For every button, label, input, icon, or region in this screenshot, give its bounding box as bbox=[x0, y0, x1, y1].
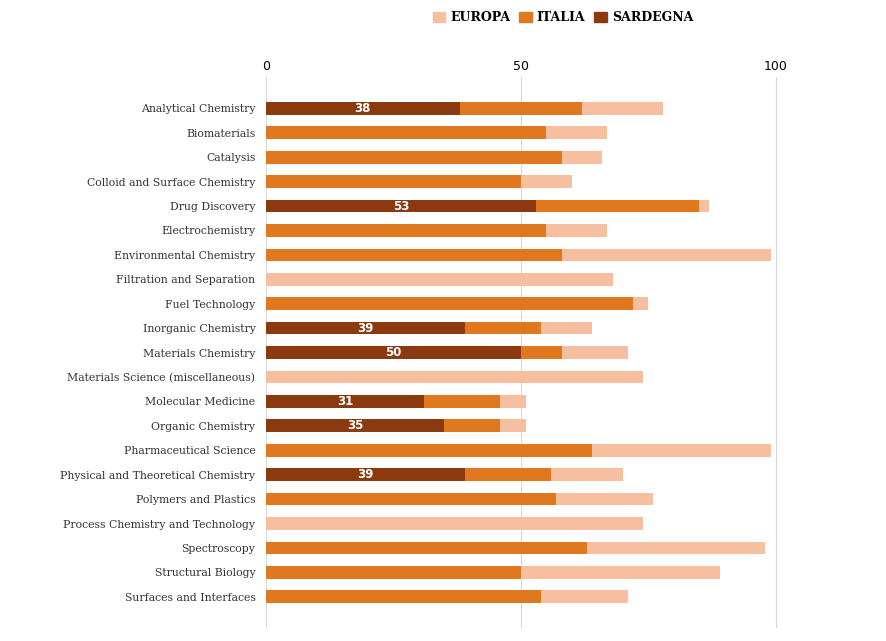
Bar bbox=[266, 151, 562, 163]
Bar bbox=[266, 175, 571, 188]
Bar bbox=[266, 542, 587, 554]
Bar bbox=[266, 469, 551, 481]
Bar bbox=[266, 493, 653, 506]
Bar bbox=[266, 199, 710, 212]
Bar bbox=[266, 395, 424, 408]
Legend: EUROPA, ITALIA, SARDEGNA: EUROPA, ITALIA, SARDEGNA bbox=[428, 6, 698, 29]
Bar bbox=[266, 224, 608, 237]
Bar bbox=[266, 395, 501, 408]
Bar bbox=[266, 273, 612, 286]
Bar bbox=[266, 395, 525, 408]
Bar bbox=[266, 175, 521, 188]
Bar bbox=[266, 322, 464, 335]
Bar bbox=[266, 102, 664, 115]
Bar bbox=[266, 542, 766, 554]
Text: 38: 38 bbox=[354, 102, 371, 115]
Bar bbox=[266, 249, 771, 262]
Bar bbox=[266, 346, 562, 359]
Bar bbox=[266, 419, 525, 432]
Bar bbox=[266, 297, 633, 310]
Bar bbox=[266, 151, 602, 163]
Bar bbox=[266, 493, 556, 506]
Bar bbox=[266, 126, 608, 139]
Bar bbox=[266, 346, 628, 359]
Text: 39: 39 bbox=[357, 322, 373, 335]
Text: 50: 50 bbox=[385, 346, 401, 359]
Bar bbox=[266, 126, 547, 139]
Bar bbox=[266, 199, 699, 212]
Text: 53: 53 bbox=[392, 199, 409, 213]
Bar bbox=[266, 517, 643, 530]
Bar bbox=[266, 370, 643, 383]
Bar bbox=[266, 590, 628, 603]
Bar bbox=[266, 249, 562, 262]
Bar bbox=[266, 419, 444, 432]
Bar bbox=[266, 199, 536, 212]
Bar bbox=[266, 297, 649, 310]
Text: 35: 35 bbox=[346, 419, 363, 432]
Bar bbox=[266, 322, 541, 335]
Bar bbox=[266, 590, 541, 603]
Bar bbox=[266, 102, 582, 115]
Bar bbox=[266, 444, 771, 456]
Bar bbox=[266, 224, 547, 237]
Bar bbox=[266, 566, 719, 579]
Bar bbox=[266, 566, 521, 579]
Bar bbox=[266, 444, 592, 456]
Bar bbox=[266, 322, 592, 335]
Bar bbox=[266, 419, 501, 432]
Bar bbox=[266, 346, 521, 359]
Bar bbox=[266, 469, 623, 481]
Bar bbox=[266, 102, 460, 115]
Bar bbox=[266, 469, 464, 481]
Text: 39: 39 bbox=[357, 468, 373, 481]
Text: 31: 31 bbox=[337, 395, 353, 408]
